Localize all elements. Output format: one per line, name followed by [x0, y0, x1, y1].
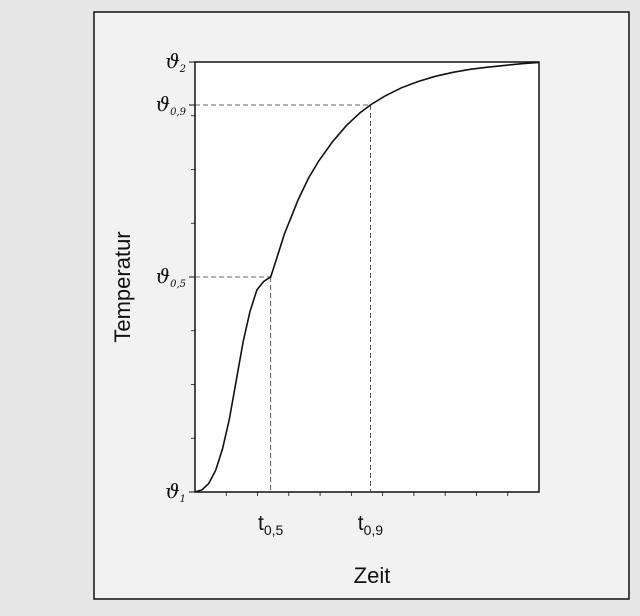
y-axis-label: Temperatur [110, 231, 135, 342]
y-tick-labels: ϑ1 ϑ0,5 ϑ0,9 ϑ2 [156, 49, 195, 505]
y-tick-label: ϑ2 [165, 49, 186, 75]
x-tick-label: t0,9 [358, 512, 384, 538]
y-tick-label: ϑ1 [165, 479, 186, 505]
series-line [194, 61, 540, 493]
reference-lines [195, 104, 371, 492]
minor-ticks [191, 115, 509, 496]
y-tick-label: ϑ0,5 [156, 264, 186, 290]
x-tick-labels: t0,5 t0,9 [258, 512, 383, 538]
y-tick-label: ϑ0,9 [156, 92, 187, 118]
x-axis-label: Zeit [354, 563, 391, 588]
x-tick-label: t0,5 [258, 512, 284, 538]
